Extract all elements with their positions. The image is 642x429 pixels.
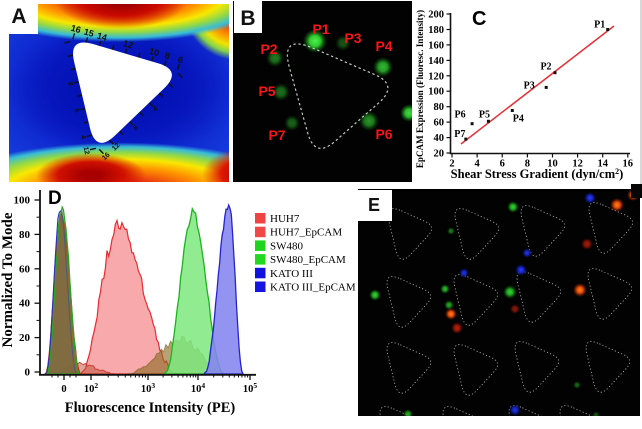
svg-text:10: 10 — [547, 159, 558, 170]
svg-text:Normalized To Mode: Normalized To Mode — [0, 212, 16, 347]
svg-text:0: 0 — [25, 367, 31, 379]
svg-text:P4: P4 — [513, 114, 524, 125]
svg-text:0: 0 — [61, 384, 66, 395]
svg-text:B: B — [240, 7, 255, 30]
svg-text:10: 10 — [148, 46, 160, 58]
svg-text:140: 140 — [428, 56, 444, 67]
svg-text:8: 8 — [132, 124, 140, 132]
svg-text:60: 60 — [434, 118, 445, 129]
svg-text:P1: P1 — [594, 20, 605, 31]
svg-text:4: 4 — [152, 105, 160, 113]
svg-text:16: 16 — [70, 23, 82, 35]
svg-text:20: 20 — [19, 332, 31, 344]
svg-text:KATO III: KATO III — [270, 268, 313, 280]
svg-text:8: 8 — [66, 81, 74, 86]
svg-text:8: 8 — [525, 159, 530, 170]
svg-text:Fluorescence Intensity (PE): Fluorescence Intensity (PE) — [65, 400, 236, 416]
svg-text:100: 100 — [14, 195, 31, 207]
svg-text:4: 4 — [79, 135, 87, 140]
svg-text:104: 104 — [191, 381, 206, 396]
svg-text:12: 12 — [572, 159, 583, 170]
svg-text:P3: P3 — [524, 80, 535, 91]
svg-text:HUH7: HUH7 — [270, 213, 300, 225]
svg-text:80: 80 — [434, 102, 445, 113]
svg-text:12: 12 — [111, 142, 122, 153]
svg-text:4: 4 — [474, 159, 480, 170]
svg-text:P5: P5 — [479, 109, 490, 120]
svg-text:P7: P7 — [454, 129, 465, 140]
svg-text:40: 40 — [19, 298, 31, 310]
svg-text:P1: P1 — [312, 21, 329, 37]
svg-text:12: 12 — [82, 146, 91, 155]
svg-text:60: 60 — [19, 263, 31, 275]
svg-text:Shear Stress Gradient (dyn/cm2: Shear Stress Gradient (dyn/cm2) — [451, 167, 624, 182]
svg-text:14: 14 — [96, 31, 108, 43]
svg-text:80: 80 — [19, 229, 31, 241]
svg-text:EpCAM Expression (Fluoresc. In: EpCAM Expression (Fluoresc. Intensity) — [415, 10, 425, 168]
svg-text:16: 16 — [623, 159, 634, 170]
svg-text:P6: P6 — [455, 110, 466, 121]
svg-text:6: 6 — [72, 108, 80, 113]
svg-text:P2: P2 — [260, 41, 277, 57]
svg-text:HUH7_EpCAM: HUH7_EpCAM — [270, 227, 342, 239]
svg-text:100: 100 — [428, 87, 444, 98]
svg-text:D: D — [48, 188, 62, 209]
svg-text:P2: P2 — [540, 62, 551, 73]
svg-text:P7: P7 — [268, 127, 285, 143]
svg-text:6: 6 — [177, 54, 185, 65]
svg-text:120: 120 — [428, 71, 444, 82]
svg-text:2: 2 — [449, 159, 454, 170]
svg-text:40: 40 — [434, 133, 445, 144]
svg-text:P3: P3 — [344, 30, 361, 46]
svg-text:16: 16 — [101, 151, 112, 162]
svg-text:180: 180 — [428, 25, 444, 36]
svg-text:SW480: SW480 — [270, 240, 304, 252]
svg-text:200: 200 — [428, 10, 444, 21]
svg-text:P6: P6 — [375, 126, 392, 142]
svg-text:8: 8 — [164, 51, 172, 62]
svg-text:20: 20 — [434, 149, 445, 160]
svg-text:6: 6 — [500, 159, 505, 170]
svg-text:C: C — [472, 8, 486, 30]
svg-text:103: 103 — [141, 381, 156, 396]
svg-text:P5: P5 — [258, 83, 275, 99]
svg-text:KATO III_EpCAM: KATO III_EpCAM — [270, 282, 356, 294]
svg-text:105: 105 — [243, 381, 258, 396]
svg-text:P4: P4 — [375, 38, 392, 54]
svg-text:12: 12 — [122, 38, 134, 50]
svg-text:E: E — [368, 195, 380, 215]
svg-text:SW480_EpCAM: SW480_EpCAM — [270, 254, 346, 266]
svg-text:102: 102 — [84, 381, 99, 396]
svg-text:15: 15 — [83, 27, 95, 39]
svg-text:160: 160 — [428, 40, 444, 51]
svg-text:14: 14 — [597, 159, 608, 170]
